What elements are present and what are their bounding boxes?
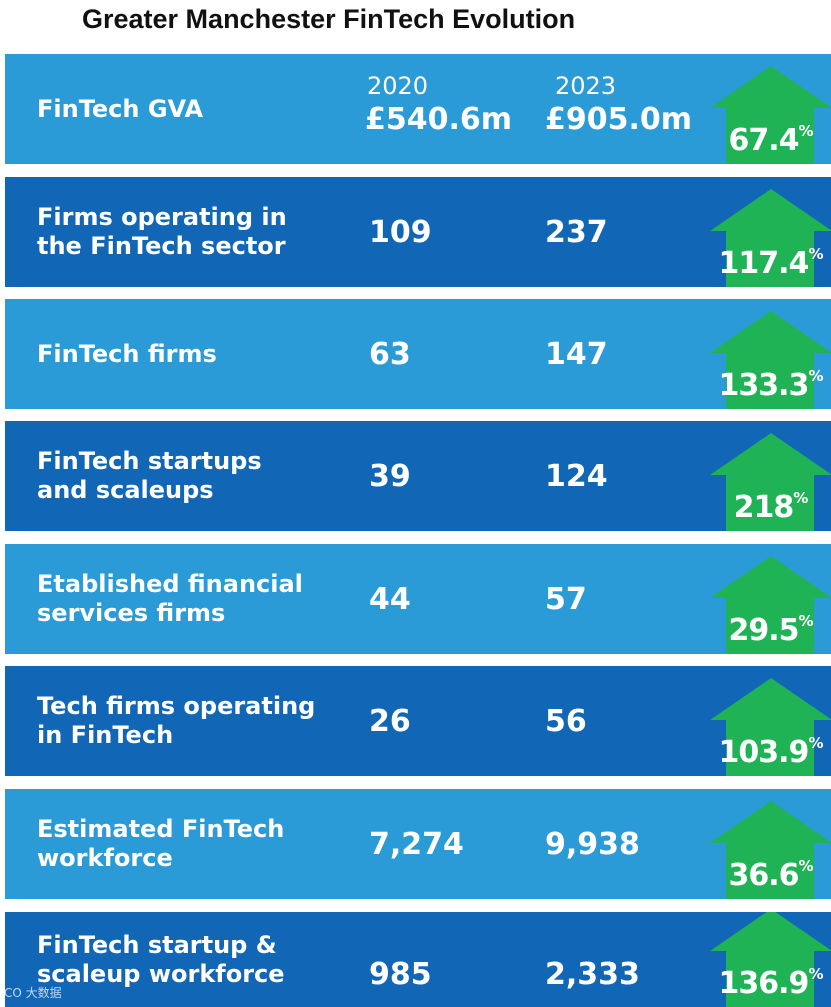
year-2023-label: 2023: [555, 72, 617, 100]
percent-sign: %: [808, 965, 824, 983]
value-2020: 63: [369, 337, 411, 372]
watermark: CO 大数据: [4, 986, 62, 1000]
arrow-up-icon: [710, 189, 831, 287]
table-row: Tech firms operating in FinTech 26 56 103.9…: [5, 666, 831, 776]
row-label: FinTech firms: [37, 339, 217, 368]
arrow-shape: [710, 311, 831, 409]
value-2023: 57: [545, 582, 587, 617]
value-2020: 985: [369, 957, 432, 992]
table-row: FinTech firms 63 147 133.3%: [5, 299, 831, 409]
growth-value: 117.4: [718, 246, 810, 281]
value-2023: 237: [545, 215, 608, 250]
percent-sign: %: [798, 612, 814, 630]
value-2020: 7,274: [369, 827, 464, 862]
value-2023: 9,938: [545, 827, 640, 862]
table-row: FinTech startup & scaleup workforce 985 2,…: [5, 912, 831, 1007]
arrow-up-icon: [710, 556, 831, 654]
growth-value: 218: [733, 490, 795, 525]
table-row: Etablished financial services firms 44 57 2…: [5, 544, 831, 654]
percent-sign: %: [808, 245, 824, 263]
row-label: FinTech startup & scaleup workforce: [37, 930, 285, 988]
growth-percent: 67.4%: [708, 122, 831, 158]
arrow-shape: [710, 678, 831, 776]
growth-percent: 136.9%: [708, 965, 831, 1001]
arrow-up-icon: [710, 66, 831, 164]
table-row: FinTech startups and scaleups 39 124 218%: [5, 421, 831, 531]
growth-percent: 218%: [708, 489, 831, 525]
growth-percent: 133.3%: [708, 367, 831, 403]
growth-value: 67.4: [728, 123, 799, 158]
growth-value: 133.3: [718, 368, 810, 403]
value-2020: 26: [369, 704, 411, 739]
growth-arrow: 67.4%: [708, 64, 831, 164]
growth-arrow: 136.9%: [708, 912, 831, 1007]
growth-arrow: 36.6%: [708, 799, 831, 899]
arrow-shape: [710, 66, 831, 164]
table-row: Firms operating in the FinTech sector 109…: [5, 177, 831, 287]
percent-sign: %: [798, 122, 814, 140]
growth-percent: 36.6%: [708, 857, 831, 893]
year-2020-label: 2020: [367, 72, 429, 100]
value-2020: 39: [369, 459, 411, 494]
value-2023: 2,333: [545, 957, 640, 992]
growth-arrow: 133.3%: [708, 309, 831, 409]
value-2023: £905.0m: [545, 102, 693, 137]
arrow-up-icon: [710, 801, 831, 899]
growth-percent: 117.4%: [708, 245, 831, 281]
growth-arrow: 117.4%: [708, 187, 831, 287]
value-2023: 56: [545, 704, 587, 739]
growth-percent: 103.9%: [708, 734, 831, 770]
row-label: FinTech startups and scaleups: [37, 447, 262, 504]
arrow-up-icon: [710, 912, 831, 1007]
value-2020: 109: [369, 215, 432, 250]
percent-sign: %: [808, 734, 824, 752]
percent-sign: %: [808, 367, 824, 385]
value-2020: £540.6m: [365, 102, 513, 137]
arrow-up-icon: [710, 678, 831, 776]
table-row: FinTech GVA 2020 2023 £540.6m £905.0m 67.4%: [5, 54, 831, 164]
arrow-up-icon: [710, 433, 831, 531]
growth-arrow: 103.9%: [708, 676, 831, 776]
growth-percent: 29.5%: [708, 612, 831, 648]
arrow-shape: [710, 189, 831, 287]
growth-value: 103.9: [718, 735, 810, 770]
arrow-up-icon: [710, 311, 831, 409]
growth-value: 36.6: [728, 858, 799, 893]
value-2020: 44: [369, 582, 411, 617]
row-label: FinTech GVA: [37, 94, 204, 123]
row-label: Firms operating in the FinTech sector: [37, 203, 287, 260]
growth-arrow: 218%: [708, 431, 831, 531]
arrow-shape: [710, 433, 831, 531]
percent-sign: %: [793, 489, 809, 507]
growth-value: 136.9: [718, 966, 810, 1001]
growth-arrow: 29.5%: [708, 554, 831, 654]
row-label: Estimated FinTech workforce: [37, 815, 285, 872]
chart-title: Greater Manchester FinTech Evolution: [82, 4, 576, 34]
row-label: Tech firms operating in FinTech: [37, 692, 316, 749]
row-label: Etablished financial services firms: [37, 570, 303, 627]
table-row: Estimated FinTech workforce 7,274 9,938 36.…: [5, 789, 831, 899]
percent-sign: %: [798, 857, 814, 875]
value-2023: 124: [545, 459, 608, 494]
arrow-shape: [710, 912, 831, 1007]
arrow-shape: [710, 556, 831, 654]
value-2023: 147: [545, 337, 608, 372]
growth-value: 29.5: [728, 613, 799, 648]
arrow-shape: [710, 801, 831, 899]
